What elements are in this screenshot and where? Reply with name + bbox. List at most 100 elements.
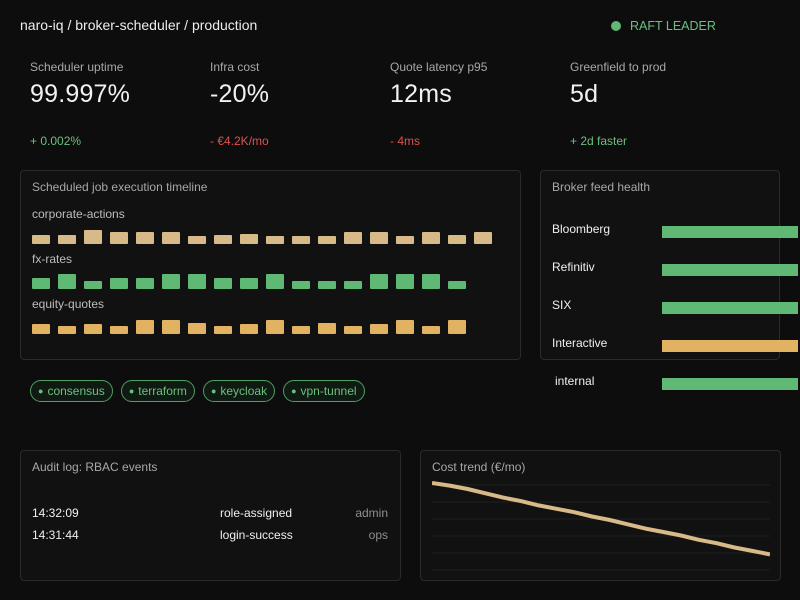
- raft-status-label: RAFT LEADER: [630, 19, 716, 33]
- timeline-job-bar: [136, 232, 154, 244]
- feed-health-bar: [662, 340, 798, 352]
- timeline-job-bar: [214, 235, 232, 244]
- cost-trend-line: [432, 481, 770, 557]
- cost-trend-panel: Cost trend (€/mo): [420, 450, 781, 581]
- kpi-value: 99.997%: [30, 80, 131, 108]
- timeline-job-bar: [162, 320, 180, 334]
- timeline-job-bar: [292, 236, 310, 244]
- audit-row[interactable]: 14:32:09 role-assigned admin: [32, 506, 388, 522]
- timeline-job-bar: [84, 281, 102, 289]
- tag-label: terraform: [138, 384, 187, 398]
- kpi-value: 12ms: [390, 80, 452, 108]
- timeline-job-bar: [136, 320, 154, 334]
- kpi-scheduler-uptime: Scheduler uptime 99.997% + 0.002%: [30, 60, 200, 148]
- feed-health-bar: [662, 302, 798, 314]
- kpi-label: Greenfield to prod: [570, 60, 667, 74]
- timeline-job-bar: [162, 274, 180, 289]
- timeline-job-bar: [474, 232, 492, 244]
- panel-title: Scheduled job execution timeline: [32, 180, 208, 194]
- audit-row[interactable]: 14:31:44 login-success ops: [32, 528, 388, 544]
- timeline-job-bar: [110, 232, 128, 244]
- kpi-label: Scheduler uptime: [30, 60, 124, 74]
- timeline-bars-corporate-actions: [32, 224, 494, 244]
- panel-title: Audit log: RBAC events: [32, 460, 158, 474]
- timeline-bars-fx-rates: [32, 269, 494, 289]
- timeline-job-bar: [396, 320, 414, 334]
- timeline-job-bar: [318, 281, 336, 289]
- panel-title: Broker feed health: [552, 180, 651, 194]
- timeline-job-bar: [422, 274, 440, 289]
- timeline-job-bar: [318, 236, 336, 244]
- timeline-job-bar: [344, 281, 362, 289]
- tag-chip[interactable]: ● vpn-tunnel: [283, 380, 365, 402]
- timeline-job-bar: [32, 235, 50, 244]
- kpi-label: Quote latency p95: [390, 60, 488, 74]
- raft-status: RAFT LEADER: [611, 19, 716, 33]
- timeline-job-bar: [188, 274, 206, 289]
- audit-event: login-success: [220, 528, 293, 542]
- tag-label: keycloak: [220, 384, 268, 398]
- timeline-job-bar: [292, 326, 310, 334]
- tag-chip[interactable]: ● keycloak: [202, 380, 276, 402]
- kpi-delta: + 0.002%: [30, 134, 82, 148]
- bullet-icon: ●: [128, 386, 135, 396]
- timeline-job-bar: [58, 326, 76, 334]
- tag-list: ● consensus ● terraform ● keycloak ● vpn-tun…: [30, 380, 365, 402]
- audit-time: 14:31:44: [32, 528, 79, 542]
- timeline-job-bar: [292, 281, 310, 289]
- timeline-job-bar: [32, 278, 50, 289]
- timeline-job-bar: [448, 281, 466, 289]
- audit-log-panel: Audit log: RBAC events 14:32:09 role-ass…: [20, 450, 401, 581]
- audit-event: role-assigned: [220, 506, 293, 520]
- timeline-job-bar: [84, 230, 102, 244]
- timeline-job-bar: [32, 324, 50, 334]
- bullet-icon: ●: [210, 386, 217, 396]
- timeline-job-bar: [266, 320, 284, 334]
- bullet-icon: ●: [38, 386, 44, 396]
- feed-health-bar: [662, 378, 798, 390]
- timeline-job-bar: [396, 274, 414, 289]
- timeline-job-bar: [110, 278, 128, 289]
- timeline-job-bar: [370, 232, 388, 244]
- timeline-job-bar: [188, 236, 206, 244]
- timeline-job-bar: [448, 235, 466, 244]
- tag-chip[interactable]: ● consensus: [30, 380, 113, 402]
- chart-title: Cost trend (€/mo): [432, 460, 526, 474]
- timeline-job-bar: [240, 324, 258, 334]
- breadcrumb[interactable]: naro-iq / broker-scheduler / production: [20, 17, 258, 33]
- timeline-job-bar: [344, 232, 362, 244]
- tag-chip[interactable]: ● terraform: [120, 380, 195, 402]
- timeline-job-bar: [422, 232, 440, 244]
- timeline-job-bar: [162, 232, 180, 244]
- timeline-job-bar: [266, 274, 284, 289]
- timeline-job-bar: [188, 323, 206, 334]
- timeline-job-bar: [136, 278, 154, 289]
- tag-label: vpn-tunnel: [300, 384, 357, 398]
- timeline-job-bar: [422, 326, 440, 334]
- timeline-row-label: corporate-actions: [32, 207, 125, 221]
- feed-health-bar: [662, 264, 798, 276]
- timeline-job-bar: [396, 236, 414, 244]
- kpi-delta: + 2d faster: [570, 134, 628, 148]
- kpi-infra-cost: Infra cost -20% - €4.2K/mo: [210, 60, 380, 148]
- kpi-value: -20%: [210, 80, 270, 108]
- timeline-job-bar: [214, 278, 232, 289]
- audit-role: admin: [355, 506, 388, 520]
- timeline-row-label: fx-rates: [32, 252, 73, 266]
- kpi-delta: - €4.2K/mo: [210, 134, 269, 148]
- timeline-bars-equity-quotes: [32, 314, 494, 334]
- feed-name: Interactive: [552, 336, 608, 350]
- timeline-row-label: equity-quotes: [32, 297, 105, 311]
- kpi-greenfield: Greenfield to prod 5d + 2d faster: [570, 60, 740, 148]
- bullet-icon: ●: [291, 386, 297, 396]
- feed-name: Refinitiv: [552, 260, 595, 274]
- tag-label: consensus: [47, 384, 105, 398]
- timeline-job-bar: [110, 326, 128, 334]
- timeline-job-bar: [58, 235, 76, 244]
- feed-name: SIX: [552, 298, 572, 312]
- timeline-job-bar: [318, 323, 336, 334]
- kpi-quote-latency: Quote latency p95 12ms - 4ms: [390, 60, 560, 148]
- feed-name: internal: [555, 374, 595, 388]
- kpi-delta: - 4ms: [390, 134, 420, 148]
- cost-trend-chart: [432, 481, 770, 571]
